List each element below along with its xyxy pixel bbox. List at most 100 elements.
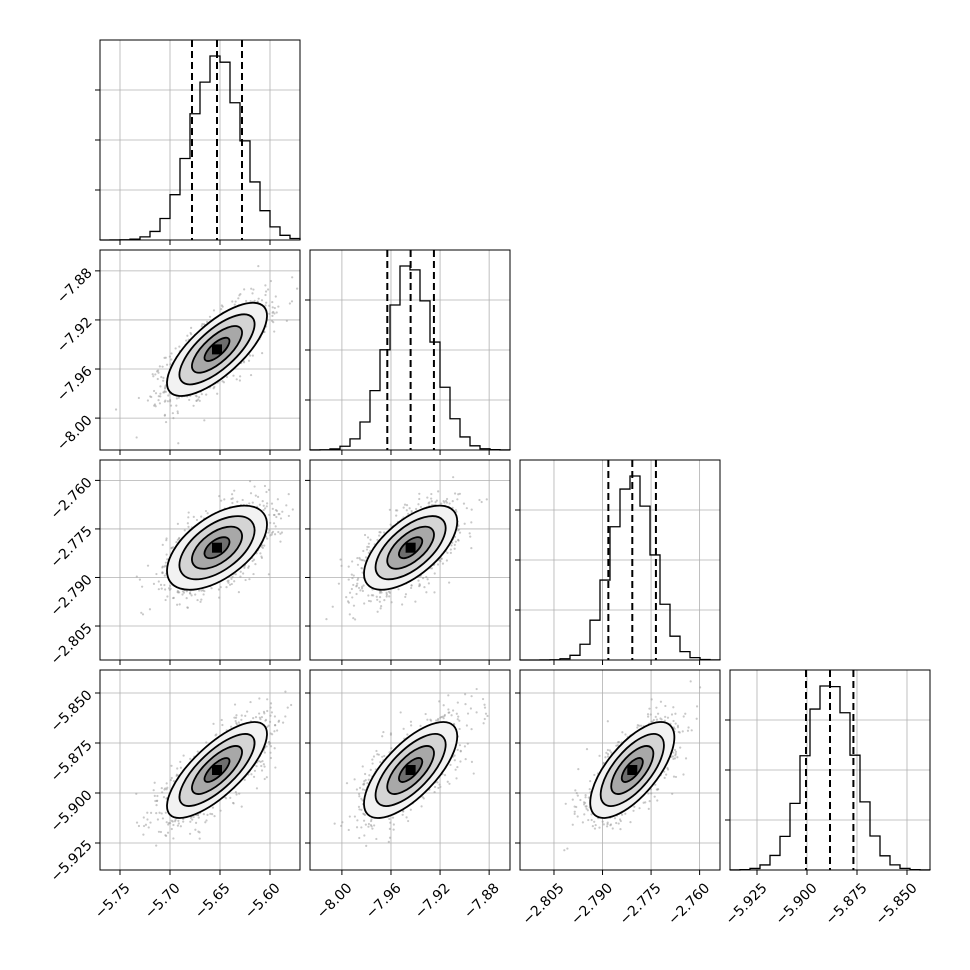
sample-point [260, 769, 264, 772]
sample-point [361, 765, 364, 768]
sample-point [179, 825, 182, 828]
contour-line [191, 325, 243, 374]
sample-point [172, 546, 175, 549]
sample-point [392, 828, 395, 831]
sample-point [263, 507, 267, 510]
sample-point [165, 553, 168, 556]
sample-point [484, 712, 488, 715]
sample-point [439, 785, 442, 789]
sample-point [161, 365, 164, 368]
sample-point [355, 592, 358, 596]
sample-point [200, 598, 203, 601]
sample-point [306, 466, 308, 468]
contour-line [374, 733, 447, 807]
sample-point [593, 820, 596, 823]
sample-point [164, 588, 167, 591]
sample-point [269, 751, 272, 754]
sample-point [148, 608, 152, 611]
sample-point [584, 801, 587, 804]
sample-point [152, 789, 155, 792]
sample-point [273, 306, 276, 310]
sample-point [650, 698, 653, 701]
sample-point [253, 485, 256, 488]
sample-point [234, 300, 237, 303]
sample-point [390, 601, 393, 604]
sample-point [375, 595, 378, 598]
sample-point [252, 572, 255, 576]
sample-point [161, 543, 164, 546]
sample-point [455, 712, 458, 715]
sample-point [154, 392, 158, 395]
sample-point [235, 378, 238, 381]
sample-point [114, 408, 118, 411]
sample-point [602, 823, 605, 826]
sample-point [608, 749, 611, 752]
sample-point [154, 405, 157, 408]
sample-point [593, 773, 596, 777]
sample-point [360, 826, 363, 829]
sample-point [256, 495, 260, 498]
sample-point [255, 787, 259, 790]
y-tick-label: −7.88 [54, 265, 96, 307]
sample-point [331, 605, 334, 608]
sample-point [423, 586, 426, 589]
sample-point [269, 702, 273, 705]
sample-point [142, 816, 145, 819]
sample-point [604, 756, 607, 759]
sample-point [152, 582, 156, 585]
sample-point [265, 776, 268, 779]
histogram-step [729, 685, 931, 871]
sample-point [273, 715, 276, 718]
sample-point [181, 590, 185, 593]
sample-point [247, 566, 250, 569]
sample-point [436, 563, 440, 566]
sample-point [352, 604, 356, 607]
sample-point [263, 765, 266, 768]
sample-point [372, 755, 376, 758]
sample-point [457, 715, 460, 718]
sample-point [265, 505, 268, 508]
sample-point [186, 606, 189, 609]
sample-point [252, 717, 255, 720]
sample-point [459, 760, 462, 763]
sample-point [218, 596, 221, 599]
sample-point [269, 745, 273, 748]
scatter-panel-r4-c1 [95, 669, 301, 875]
contour-line [203, 536, 231, 560]
sample-point [409, 720, 413, 723]
sample-point [445, 501, 449, 504]
sample-point [174, 818, 177, 822]
sample-point [377, 753, 380, 756]
sample-point [248, 480, 252, 483]
sample-point [155, 844, 158, 847]
sample-point [470, 695, 473, 698]
sample-point [249, 354, 252, 357]
sample-point [198, 589, 201, 592]
sample-point [237, 591, 240, 594]
sample-point [285, 319, 288, 322]
sample-point [176, 522, 179, 525]
sample-point [135, 792, 138, 795]
sample-point [182, 754, 185, 757]
sample-point [610, 751, 613, 754]
sample-point [427, 502, 430, 505]
sample-point [356, 563, 360, 566]
sample-point [455, 777, 458, 780]
sample-point [419, 724, 422, 727]
sample-point [179, 766, 182, 769]
sample-point [192, 815, 195, 819]
sample-point [438, 700, 441, 703]
sample-point [407, 512, 410, 515]
sample-point [368, 774, 371, 777]
sample-point [290, 300, 294, 303]
sample-point [169, 404, 173, 407]
sample-point [615, 821, 618, 825]
sample-point [156, 799, 159, 802]
sample-point [262, 710, 266, 713]
sample-point [652, 718, 655, 722]
sample-point [663, 719, 666, 722]
sample-point [353, 815, 356, 818]
sample-point [378, 534, 381, 537]
sample-point [451, 709, 455, 712]
x-tick-label: −7.92 [412, 880, 454, 922]
